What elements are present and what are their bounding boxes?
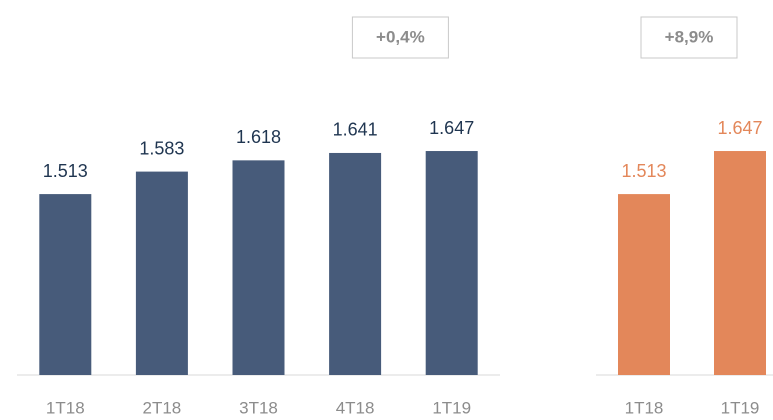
bar [329,152,382,375]
value-label: 1.641 [333,120,378,140]
x-tick-label: 1T18 [625,398,664,417]
bar [135,171,188,375]
annotation-box [351,16,449,59]
value-label: 1.583 [139,138,184,158]
bar [425,151,478,375]
x-tick-label: 4T18 [336,398,375,417]
value-label: 1.513 [43,161,88,181]
value-label: 1.647 [429,118,474,138]
x-tick-label: 3T18 [239,398,278,417]
annotation-box [640,16,738,59]
x-tick-label: 1T18 [46,398,85,417]
x-tick-label: 1T19 [721,398,760,417]
annotation: +8,9% [665,27,714,46]
bar [232,160,285,375]
value-label: 1.513 [621,161,666,181]
bar [618,194,670,375]
bar [39,194,92,375]
bar [714,151,766,375]
annotation: +0,4% [376,27,425,46]
x-tick-label: 2T18 [143,398,182,417]
x-tick-label: 1T19 [432,398,471,417]
value-label: 1.618 [236,127,281,147]
value-label: 1.647 [717,118,762,138]
